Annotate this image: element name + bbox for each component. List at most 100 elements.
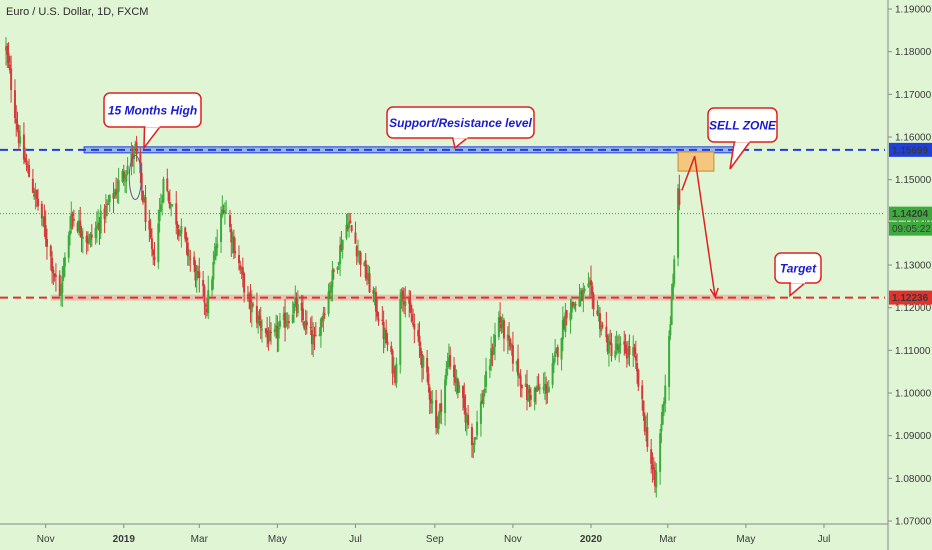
candle-body	[282, 313, 285, 321]
candle-body	[76, 222, 79, 232]
candle-body	[591, 286, 594, 295]
candle-body	[662, 401, 665, 406]
candle-body	[399, 299, 402, 365]
candle-body	[179, 231, 182, 236]
target-callout-pointer	[789, 281, 807, 298]
candle-body	[483, 389, 486, 393]
candle-body	[476, 421, 479, 436]
candle-body	[408, 298, 411, 304]
levels-layer	[0, 146, 885, 301]
candle-body	[112, 193, 115, 199]
candle-body	[669, 324, 672, 336]
candle-body	[552, 358, 555, 365]
candle-body	[615, 343, 618, 350]
candle-body	[94, 227, 97, 239]
candle-body	[395, 363, 398, 383]
candle-body	[318, 334, 321, 336]
candle-body	[357, 252, 360, 256]
candle-body	[645, 427, 648, 430]
candle-body	[651, 464, 654, 470]
candle-body	[122, 171, 125, 179]
candle-body	[426, 357, 429, 373]
candle-body	[15, 118, 18, 124]
high-callout-pointer	[143, 125, 162, 151]
candle-body	[502, 320, 505, 339]
candle-body	[285, 323, 288, 327]
candle-body	[327, 291, 330, 315]
candle-body	[231, 237, 234, 241]
candle-body	[229, 215, 232, 228]
candle-body	[481, 400, 484, 403]
candle-body	[517, 358, 520, 376]
resistance-price-tag-bg	[889, 142, 932, 157]
candle-body	[177, 229, 180, 236]
candle-body	[581, 290, 584, 301]
candle-body	[413, 324, 416, 330]
candle-body	[373, 292, 376, 295]
candle-body	[149, 228, 152, 238]
candle-body	[458, 384, 461, 393]
candle-body	[641, 385, 644, 400]
candle-body	[339, 245, 342, 265]
candle-body	[565, 310, 568, 319]
candle-body	[435, 400, 438, 428]
candle-body	[328, 291, 331, 293]
candle-body	[133, 147, 136, 159]
candle-body	[482, 393, 485, 405]
candle-body	[354, 232, 357, 244]
candle-body	[438, 403, 441, 415]
candle-body	[300, 302, 303, 311]
projection-arrowhead	[709, 287, 719, 299]
candle-body	[660, 423, 663, 432]
candle-body	[538, 387, 541, 389]
candle-body	[554, 351, 557, 357]
candle-body	[294, 297, 297, 303]
candle-body	[144, 197, 147, 223]
candle-body	[492, 347, 495, 355]
candle-body	[22, 134, 25, 160]
candle-body	[519, 375, 522, 386]
candle-body	[159, 204, 162, 212]
candle-body	[161, 201, 164, 203]
candle-body	[609, 341, 612, 344]
candle-body	[518, 373, 521, 378]
candle-body	[24, 157, 27, 162]
candle-body	[545, 384, 548, 394]
candle-body	[141, 190, 144, 203]
candle-body	[654, 469, 657, 487]
x-tick-label: Nov	[37, 534, 55, 545]
candle-body	[8, 64, 11, 71]
candle-body	[537, 386, 540, 391]
candle-body	[261, 329, 264, 331]
candle-body	[223, 210, 226, 213]
candle-body	[453, 365, 456, 378]
candle-body	[97, 222, 100, 226]
candle-body	[582, 290, 585, 299]
candle-body	[58, 274, 61, 297]
candle-body	[322, 312, 325, 322]
candle-body	[345, 224, 348, 239]
candle-body	[197, 271, 200, 273]
x-tick-label: Sep	[426, 534, 444, 545]
candle-body	[124, 179, 127, 181]
candle-body	[115, 189, 118, 195]
candle-body	[33, 194, 36, 197]
candle-body	[527, 389, 530, 402]
candle-body	[277, 327, 280, 339]
candle-body	[108, 194, 111, 203]
candle-body	[86, 242, 89, 244]
y-tick-label: 1.08000	[895, 474, 932, 485]
candle-body	[578, 296, 581, 307]
candle-body	[437, 414, 440, 430]
y-tick-label: 1.10000	[895, 389, 932, 400]
candle-body	[401, 290, 404, 299]
candle-body	[248, 295, 251, 297]
x-tick-label: Mar	[191, 534, 209, 545]
candle-body	[81, 236, 84, 239]
candle-body	[511, 345, 514, 364]
candle-body	[202, 279, 205, 286]
candle-body	[546, 390, 549, 393]
candle-body	[491, 350, 494, 356]
annotations-layer: 15 Months High Support/Resistance level SE…	[103, 92, 822, 299]
